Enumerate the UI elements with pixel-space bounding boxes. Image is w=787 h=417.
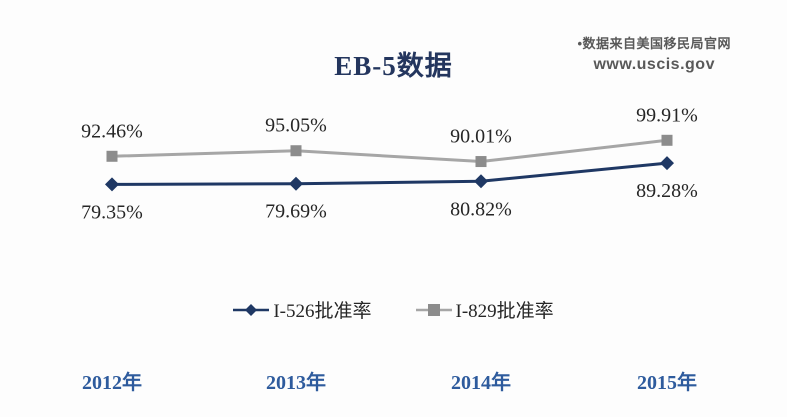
- data-label: 90.01%: [450, 126, 512, 148]
- diamond-marker: [474, 174, 488, 189]
- legend: I-526批准率 I-829批准率: [0, 296, 787, 323]
- legend-item-i829: I-829批准率: [415, 296, 554, 323]
- line-square-icon: [415, 303, 452, 316]
- x-axis-label: 2014年: [451, 372, 511, 394]
- legend-label: I-526批准率: [273, 301, 372, 322]
- legend-square-marker: [427, 303, 440, 316]
- square-marker: [290, 145, 302, 157]
- square-marker: [475, 156, 487, 168]
- data-label: 92.46%: [81, 120, 143, 142]
- diamond-marker: [105, 177, 119, 192]
- legend-label: I-829批准率: [455, 301, 554, 322]
- square-marker: [106, 150, 118, 162]
- square-marker: [661, 134, 673, 146]
- source-note: •数据来自美国移民局官网 www.uscis.gov: [577, 33, 731, 74]
- legend-diamond-marker: [245, 303, 258, 316]
- chart-title: EB-5数据: [334, 51, 453, 81]
- data-label: 95.05%: [265, 115, 327, 137]
- data-label: 80.82%: [450, 198, 512, 220]
- series-line-i526: [111, 161, 668, 186]
- data-label: 99.91%: [636, 104, 698, 126]
- x-axis-label: 2013年: [266, 372, 326, 394]
- data-label: 79.69%: [265, 201, 327, 223]
- legend-item-i526: I-526批准率: [233, 296, 372, 323]
- source-text: •数据来自美国移民局官网: [577, 36, 731, 51]
- data-label: 79.35%: [81, 201, 143, 223]
- diamond-marker: [660, 156, 674, 171]
- line-diamond-icon: [233, 303, 270, 316]
- x-axis: 2012年 2013年 2014年 2015年: [0, 366, 787, 396]
- x-axis-label: 2015年: [637, 372, 697, 394]
- x-axis-label: 2012年: [82, 372, 142, 394]
- data-label: 89.28%: [636, 180, 698, 202]
- series-line-i829: [111, 138, 668, 164]
- diamond-marker: [289, 176, 303, 191]
- source-url: www.uscis.gov: [593, 56, 715, 73]
